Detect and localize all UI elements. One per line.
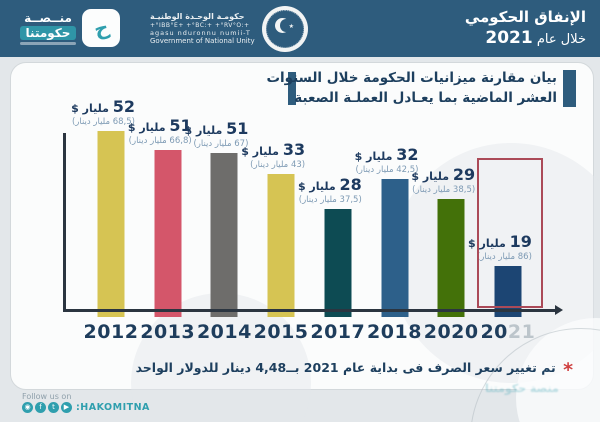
x-axis-arrow-icon <box>555 305 563 315</box>
watermark-text: منصة حكومتنا <box>485 382 559 395</box>
twitter-icon[interactable]: t <box>48 402 59 413</box>
government-logo: ★ حكومـة الوحـدة الوطنيـة +°IBB°E+ +°BC:… <box>150 5 308 53</box>
star-icon: ★ <box>288 23 295 30</box>
bar-value-label-2013: 51 مليار $ (66,8 مليار دينار) <box>127 116 192 146</box>
bar-value-label-2018: 32 مليار $ (42,5 مليار دينار) <box>354 145 419 175</box>
header-year: 2021 <box>485 27 533 48</box>
bar-group-2012: 52 مليار $ (68,5 مليار دينار) 2012 <box>71 63 139 343</box>
bar-group-2017: 28 مليار $ (37,5 مليار دينار) 2017 <box>298 63 366 343</box>
title-accent-bar-left <box>288 72 296 105</box>
x-axis-label-2015: 2015 <box>253 321 309 343</box>
bar-group-2020: 29 مليار $ (38,5 مليار دينار) 2020 <box>411 63 479 343</box>
hakomitna-logo-icon: ح <box>82 9 120 47</box>
bar-2015 <box>267 174 295 317</box>
bar-2020 <box>437 199 465 317</box>
follow-us-label: Follow us on <box>22 392 72 401</box>
y-axis-line <box>63 133 66 311</box>
bar-2017 <box>324 209 352 317</box>
bar-value-label-2014: 51 مليار $ (67 مليار دينار) <box>184 119 249 149</box>
header-title-line2: خلال عام 2021 <box>485 27 586 48</box>
bar-value-label-2020: 29 مليار $ (38,5 مليار دينار) <box>411 165 476 195</box>
x-axis-label-2021: 2021 <box>480 321 536 343</box>
header: الإنفاق الحكومي خلال عام 2021 ★ حكومـة ا… <box>0 0 600 57</box>
bar-value-label-2015: 33 مليار $ (43 مليار دينار) <box>241 140 306 170</box>
bar-2014 <box>210 153 238 317</box>
bar-group-2013: 51 مليار $ (66,8 مليار دينار) 2013 <box>128 63 196 343</box>
bar-group-2018: 32 مليار $ (42,5 مليار دينار) 2018 <box>355 63 423 343</box>
x-axis-label-2017: 2017 <box>310 321 366 343</box>
highlight-box-2021 <box>476 158 543 308</box>
x-axis-label-2013: 2013 <box>140 321 196 343</box>
instagram-icon[interactable]: ◉ <box>22 402 33 413</box>
gnu-emblem-icon: ★ <box>261 6 308 52</box>
logo-caption-strip <box>20 42 76 45</box>
crescent-icon <box>274 18 292 33</box>
x-axis-label-2020: 2020 <box>423 321 479 343</box>
x-axis-line <box>63 309 555 312</box>
header-title: الإنفاق الحكومي خلال عام 2021 <box>465 8 586 49</box>
facebook-icon[interactable]: f <box>35 402 46 413</box>
youtube-icon[interactable]: ▶ <box>61 402 72 413</box>
bar-group-2015: 33 مليار $ (43 مليار دينار) 2015 <box>241 63 309 343</box>
title-accent-bar-right <box>563 70 576 107</box>
page-footer: Follow us on ◉ f t ▶ :HAKOMITNA منصة حكومتنا <box>0 328 600 422</box>
bar-2013 <box>154 150 182 317</box>
bar-value-label-2012: 52 مليار $ (68,5 مليار دينار) <box>71 97 135 127</box>
hakomitna-platform-logo: ح منــصــة حكومتنا <box>20 9 120 47</box>
chart-title: بيان مقارنة ميزانيات الحكومة خلال السنوا… <box>266 70 557 106</box>
bar-2021 <box>494 266 522 317</box>
x-axis-label-2014: 2014 <box>196 321 252 343</box>
bar-group-2014: 51 مليار $ (67 مليار دينار) 2014 <box>185 63 252 343</box>
social-handle[interactable]: :HAKOMITNA <box>76 402 150 413</box>
social-block: Follow us on ◉ f t ▶ :HAKOMITNA <box>22 392 150 413</box>
chart-card: بيان مقارنة ميزانيات الحكومة خلال السنوا… <box>10 62 600 422</box>
x-axis-label-2018: 2018 <box>367 321 422 343</box>
bar-2012 <box>97 131 125 317</box>
x-axis-label-2012: 2012 <box>83 321 139 343</box>
social-icons-row: ◉ f t ▶ :HAKOMITNA <box>22 402 150 413</box>
bar-2018 <box>381 179 408 317</box>
bar-value-label-2017: 28 مليار $ (37,5 مليار دينار) <box>297 175 362 205</box>
government-logo-text: حكومـة الوحـدة الوطنيـة +°IBB°E+ +°BC:+ … <box>150 11 255 46</box>
header-title-line1: الإنفاق الحكومي <box>464 8 586 26</box>
